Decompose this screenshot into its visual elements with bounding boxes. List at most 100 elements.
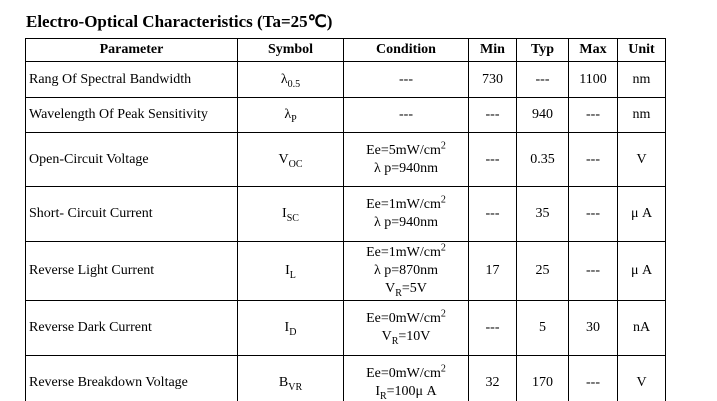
condition-cell: ---: [343, 61, 469, 98]
characteristics-table: Parameter Symbol Condition Min Typ Max Unit Ra…: [25, 38, 666, 401]
max-cell: ---: [568, 132, 618, 187]
text: V: [385, 281, 396, 296]
superscript: 2: [440, 363, 446, 375]
condition-cell: Ee=5mW/cm2 λ p=940nm: [343, 132, 469, 187]
table-row: Reverse Light Current IL Ee=1mW/cm2 λ p=870…: [25, 241, 666, 301]
text: Ee=0mW/cm: [366, 311, 441, 326]
table-row: Short- Circuit Current ISC Ee=1mW/cm2 λ p=9…: [25, 186, 666, 242]
unit-cell: nm: [617, 97, 666, 133]
subscript: L: [289, 269, 296, 281]
header-cell: Symbol: [237, 38, 344, 62]
max-cell: ---: [568, 186, 618, 242]
subscript: R: [391, 335, 399, 347]
text: ---: [399, 107, 413, 122]
parameter-cell: Reverse Light Current: [25, 241, 238, 301]
subscript: 0.5: [287, 78, 301, 90]
max-cell: 1100: [568, 61, 618, 98]
condition-line: Ee=0mW/cm2: [347, 363, 465, 383]
text: λ: [284, 107, 292, 122]
text: λ p=870nm: [373, 263, 439, 278]
condition-cell: Ee=0mW/cm2 VR=10V: [343, 300, 469, 356]
superscript: 2: [440, 308, 446, 320]
header-cell: Condition: [343, 38, 469, 62]
min-cell: ---: [468, 186, 517, 242]
max-cell: ---: [568, 97, 618, 133]
subscript: R: [395, 287, 402, 299]
text: I: [285, 263, 290, 278]
max-cell: 30: [568, 300, 618, 356]
text: =100μ A: [386, 384, 437, 399]
unit-cell: V: [617, 355, 666, 401]
typ-cell: 5: [516, 300, 569, 356]
text: I: [282, 206, 287, 221]
symbol-cell: BVR: [237, 355, 344, 401]
header-cell: Unit: [617, 38, 666, 62]
header-row: Parameter Symbol Condition Min Typ Max Unit: [25, 38, 666, 62]
min-cell: ---: [468, 132, 517, 187]
text: λ p=940nm: [373, 215, 439, 230]
typ-cell: 25: [516, 241, 569, 301]
min-cell: 730: [468, 61, 517, 98]
condition-line: λ p=870nm: [347, 262, 465, 280]
unit-cell: μ A: [617, 186, 666, 242]
symbol-cell: VOC: [237, 132, 344, 187]
subscript: P: [291, 113, 297, 125]
subscript: D: [289, 326, 297, 338]
condition-line: ---: [347, 71, 465, 89]
text: λ: [280, 71, 288, 87]
text: Ee=5mW/cm: [366, 142, 441, 158]
subscript: R: [379, 390, 387, 401]
subscript: VR: [288, 381, 303, 393]
text: λ p=940nm: [373, 160, 439, 176]
subscript: SC: [286, 212, 299, 224]
condition-line: Ee=5mW/cm2: [347, 139, 465, 160]
symbol-cell: ID: [237, 300, 344, 356]
text: B: [278, 375, 289, 390]
text: =10V: [398, 329, 431, 344]
typ-cell: 35: [516, 186, 569, 242]
min-cell: 17: [468, 241, 517, 301]
min-cell: 32: [468, 355, 517, 401]
condition-cell: Ee=1mW/cm2 λ p=870nm VR=5V: [343, 241, 469, 301]
table-row: Reverse Breakdown Voltage BVR Ee=0mW/cm2 IR…: [25, 355, 666, 401]
text: Ee=1mW/cm: [366, 245, 441, 260]
typ-cell: 940: [516, 97, 569, 133]
min-cell: ---: [468, 300, 517, 356]
superscript: 2: [440, 242, 446, 254]
header-cell: Typ: [516, 38, 569, 62]
text: =5V: [401, 281, 427, 296]
table-row: Open-Circuit Voltage VOC Ee=5mW/cm2 λ p=940…: [25, 132, 666, 187]
condition-line: Ee=1mW/cm2: [347, 194, 465, 214]
table-row: Rang Of Spectral Bandwidth λ0.5 --- 730 --- 1…: [25, 61, 666, 98]
text: ---: [399, 71, 413, 87]
header-cell: Min: [468, 38, 517, 62]
condition-cell: ---: [343, 97, 469, 133]
superscript: 2: [440, 139, 446, 151]
typ-cell: 170: [516, 355, 569, 401]
parameter-cell: Wavelength Of Peak Sensitivity: [25, 97, 238, 133]
condition-line: ---: [347, 106, 465, 124]
condition-line: Ee=0mW/cm2: [347, 308, 465, 328]
title: Electro-Optical Characteristics (Ta=25℃): [26, 12, 333, 31]
typ-cell: ---: [516, 61, 569, 98]
superscript: 2: [440, 194, 446, 206]
typ-cell: 0.35: [516, 132, 569, 187]
text: V: [381, 329, 392, 344]
condition-line: IR=100μ A: [347, 383, 465, 401]
header-cell: Parameter: [25, 38, 238, 62]
condition-line: Ee=1mW/cm2: [347, 242, 465, 262]
parameter-cell: Open-Circuit Voltage: [25, 132, 238, 187]
max-cell: ---: [568, 241, 618, 301]
parameter-cell: Reverse Dark Current: [25, 300, 238, 356]
parameter-cell: Rang Of Spectral Bandwidth: [25, 61, 238, 98]
max-cell: ---: [568, 355, 618, 401]
condition-line: λ p=940nm: [347, 214, 465, 232]
parameter-cell: Reverse Breakdown Voltage: [25, 355, 238, 401]
table-body: Rang Of Spectral Bandwidth λ0.5 --- 730 --- 1…: [25, 61, 666, 401]
condition-cell: Ee=0mW/cm2 IR=100μ A: [343, 355, 469, 401]
condition-line: VR=5V: [347, 280, 465, 298]
subscript: OC: [288, 158, 303, 170]
condition-line: λ p=940nm: [347, 160, 465, 178]
text: I: [375, 384, 380, 399]
